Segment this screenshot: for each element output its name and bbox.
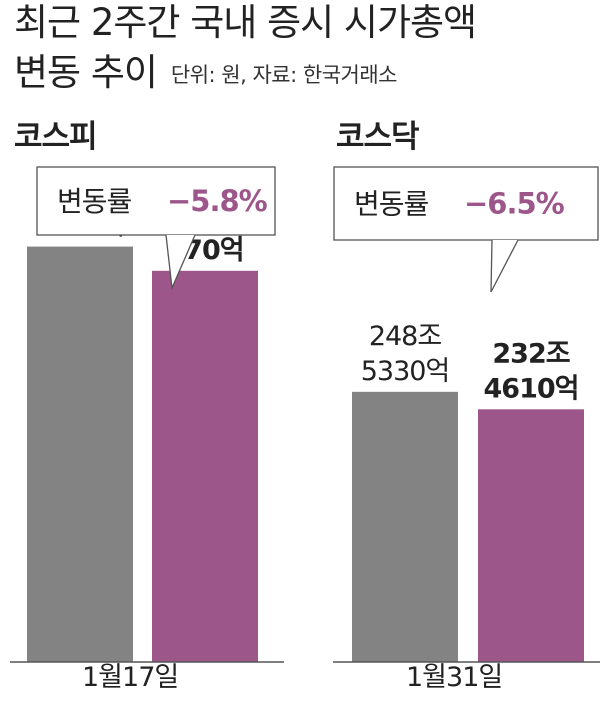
unit-source-note: 단위: 원, 자료: 한국거래소 [170, 63, 398, 87]
panel-0-change-value: −5.8% [167, 184, 268, 218]
panel-1-bar-1 [478, 409, 584, 662]
chart-title-text: 변동 추이 [14, 51, 158, 94]
x-axis-label-right: 1월31일 [406, 662, 503, 693]
panel-1-panel-title: 코스닥 [336, 119, 419, 155]
panel-1-data-label-0-line1: 248조 [369, 321, 442, 352]
chart-title-line2: 변동 추이 단위: 원, 자료: 한국거래소 [14, 54, 397, 91]
panel-0-bar-1 [152, 270, 258, 662]
x-axis-label-left: 1월17일 [82, 662, 179, 693]
panel-1-change-label: 변동률 [354, 188, 429, 221]
panel-1-bar-0 [352, 391, 458, 662]
panel-0-callout-tail [165, 234, 196, 291]
panel-0-bar-0 [27, 246, 133, 663]
panel-1-change-value: −6.5% [464, 187, 565, 221]
panel-1-data-label-0-line2: 5330억 [361, 356, 450, 387]
panel-0-change-label: 변동률 [57, 185, 132, 218]
panel-1-data-label-1-line1: 232조 [492, 338, 569, 369]
panel-1-callout-tail [490, 239, 519, 293]
chart-title: 최근 2주간 국내 증시 시가총액 [14, 1, 477, 44]
panel-1-change-callout-box [333, 166, 599, 241]
panel-0-panel-title: 코스피 [14, 119, 97, 155]
panel-1-data-label-1-line2: 4610억 [484, 373, 579, 404]
panel-0-change-callout-box [36, 166, 276, 236]
panel-0-callout-tail-fill [166, 235, 195, 288]
